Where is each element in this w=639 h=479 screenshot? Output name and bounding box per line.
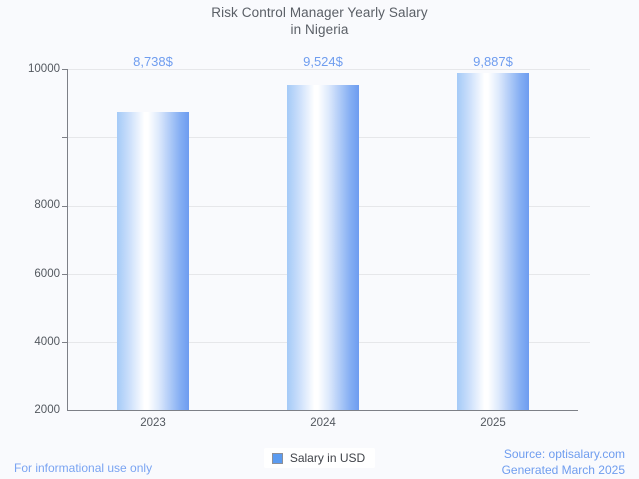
legend-swatch-icon bbox=[271, 452, 283, 464]
bar-value-label-2023: 8,738$ bbox=[133, 54, 173, 69]
bar-value-label-2024: 9,524$ bbox=[303, 54, 343, 69]
legend-label: Salary in USD bbox=[289, 451, 366, 465]
legend-item-salary-in-usd[interactable]: Salary in USD bbox=[263, 448, 376, 468]
y-tick-mark-2000 bbox=[62, 342, 68, 343]
source-block: Source: optisalary.com Generated March 2… bbox=[502, 446, 625, 478]
x-tick-label-2025: 2025 bbox=[480, 417, 506, 429]
y-tick-mark-6000 bbox=[62, 206, 68, 207]
chart-legend: Salary in USD bbox=[0, 448, 639, 468]
generated-date-text: Generated March 2025 bbox=[501, 463, 625, 477]
y-tick-label-2: 6000 bbox=[34, 268, 60, 280]
x-tick-label-2023: 2023 bbox=[140, 417, 166, 429]
y-tick-mark-4000 bbox=[62, 274, 68, 275]
bar-2025[interactable] bbox=[457, 73, 529, 410]
chart-title-line-2: in Nigeria bbox=[290, 22, 349, 37]
bar-value-label-2025: 9,887$ bbox=[473, 54, 513, 69]
y-axis-line bbox=[67, 69, 68, 410]
y-tick-label-4: 10000 bbox=[28, 63, 60, 75]
y-tick-mark-8000 bbox=[62, 137, 68, 138]
bar-2023[interactable] bbox=[117, 112, 189, 410]
y-tick-label-0: 2000 bbox=[34, 404, 60, 416]
plot-area bbox=[62, 69, 590, 411]
disclaimer-text: For informational use only bbox=[14, 461, 153, 475]
x-tick-label-2024: 2024 bbox=[310, 417, 336, 429]
y-tick-label-3: 8000 bbox=[34, 199, 60, 211]
chart-title-line-1: Risk Control Manager Yearly Salary bbox=[211, 5, 428, 20]
bar-2024[interactable] bbox=[287, 85, 359, 410]
gridline-10000 bbox=[68, 69, 590, 70]
y-axis-tick-labels: 2000 4000 6000 8000 10000 bbox=[0, 63, 60, 416]
chart-title: Risk Control Manager Yearly Salary in Ni… bbox=[0, 4, 639, 38]
y-tick-label-1: 4000 bbox=[34, 336, 60, 348]
x-axis-line bbox=[67, 410, 578, 411]
y-tick-mark-10000 bbox=[62, 69, 68, 70]
source-text: Source: optisalary.com bbox=[503, 447, 625, 461]
